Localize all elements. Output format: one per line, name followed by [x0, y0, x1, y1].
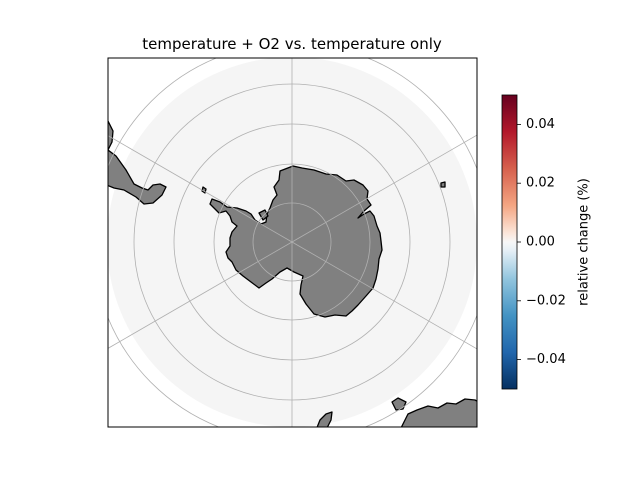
island — [391, 397, 407, 411]
island — [440, 181, 446, 188]
new-zealand-landmass — [316, 411, 333, 427]
map-panel — [107, 57, 478, 428]
map-frame — [107, 57, 478, 428]
colorbar-tick-label: −0.04 — [526, 352, 566, 367]
longitude-gridlines — [108, 58, 477, 427]
map-title: temperature + O2 vs. temperature only — [142, 35, 442, 53]
south-america-landmass — [108, 120, 167, 205]
colorbar-tick-label: 0.00 — [526, 235, 555, 250]
colorbar-label: relative change (%) — [577, 178, 592, 306]
land-masses — [108, 120, 477, 427]
colorbar-ticks: 0.04 0.02 0.00 −0.02 −0.04 — [517, 117, 566, 367]
colorbar-tick-label: −0.02 — [526, 293, 566, 308]
colorbar-tick-label: 0.04 — [526, 117, 555, 132]
colorbar: 0.04 0.02 0.00 −0.02 −0.04 relative change (… — [501, 94, 592, 390]
colorbar-tick-label: 0.02 — [526, 176, 555, 191]
colorbar-gradient — [501, 94, 518, 390]
antarctica-landmass — [209, 165, 383, 318]
australia-landmass — [400, 398, 477, 427]
